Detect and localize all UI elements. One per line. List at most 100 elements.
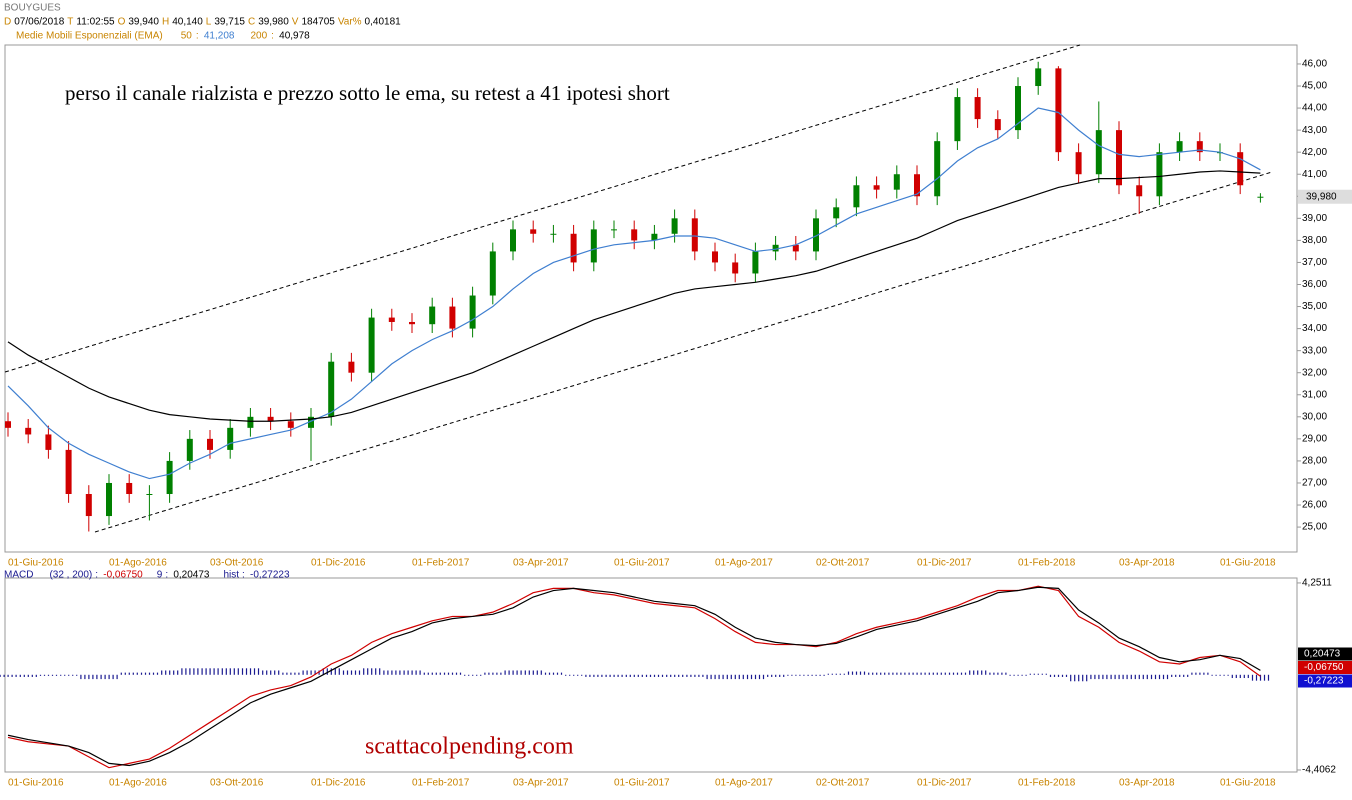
hist-bar [556, 672, 559, 675]
hist-bar [132, 672, 134, 675]
y-tick-label: 25,00 [1302, 522, 1327, 533]
hist-bar [1150, 674, 1153, 680]
hist-bar [1239, 674, 1241, 679]
legend-colon: : [242, 570, 245, 581]
hist-bar [15, 674, 17, 677]
x-tick-label: 01-Dic-2016 [311, 778, 366, 789]
hist-bar [1029, 673, 1031, 675]
hist-bar [839, 673, 841, 675]
hist-bar [484, 672, 486, 675]
hist-bar [969, 670, 971, 675]
hist-bar [76, 674, 78, 676]
hist-bar [641, 674, 643, 677]
hist-bar [399, 670, 401, 675]
hist-bar [1247, 674, 1249, 679]
hist-bar [1086, 674, 1088, 682]
hist-bar [932, 672, 934, 675]
y-tick-label: 34,00 [1302, 323, 1327, 334]
candle-body [772, 244, 779, 252]
hist-bar [403, 670, 405, 675]
hist-bar [920, 672, 922, 675]
hist-bar [1065, 674, 1068, 677]
y-tick-label: 26,00 [1302, 500, 1327, 511]
hist-bar [1090, 674, 1092, 680]
hist-bar [1191, 672, 1193, 675]
label-value: 40,140 [172, 17, 203, 28]
hist-bar [613, 674, 615, 677]
hist-bar [552, 672, 555, 675]
x-tick-label: 01-Feb-2018 [1018, 558, 1076, 569]
hist-bar [225, 668, 227, 675]
hist-bar [1171, 674, 1173, 677]
hist-bar [710, 674, 712, 680]
hist-bar [488, 672, 490, 675]
hist-bar [1211, 674, 1213, 676]
hist-bar [173, 670, 175, 675]
hist-bar [112, 674, 114, 680]
x-tick-label: 01-Giu-2016 [8, 778, 64, 789]
annotation: perso il canale rialzista e prezzo sotto… [65, 81, 670, 105]
hist-bar [476, 674, 478, 676]
hist-bar [64, 674, 66, 676]
hist-bar [936, 672, 938, 675]
candle-body [45, 434, 52, 450]
hist-bar [924, 672, 926, 675]
x-tick-label: 03-Apr-2018 [1119, 558, 1175, 569]
hist-bar [104, 674, 106, 680]
hist-bar [1158, 674, 1161, 680]
hist-bar [532, 670, 534, 675]
hist-bar [459, 672, 462, 675]
last-price: 39,980 [1306, 191, 1337, 202]
y-tick-label: 41,00 [1302, 169, 1327, 180]
y-tick-label: 30,00 [1302, 411, 1327, 422]
hist-bar [314, 670, 316, 675]
hist-bar [771, 674, 773, 677]
hist-bar [819, 674, 821, 676]
candle-body [1035, 68, 1042, 87]
candle-body [691, 218, 698, 252]
hist-bar [544, 672, 547, 675]
hist-bar [617, 674, 619, 677]
x-tick-label: 03-Apr-2017 [513, 778, 569, 789]
candle-body [853, 185, 860, 208]
hist-bar [536, 670, 538, 675]
hist-bar [694, 674, 696, 677]
hist-bar [294, 672, 296, 675]
hist-bar [912, 672, 914, 675]
hist-bar [140, 672, 143, 675]
hist-bar [96, 674, 98, 680]
hist-bar [791, 674, 793, 676]
hist-bar [702, 674, 704, 677]
candle-body [348, 361, 355, 373]
candle-body [85, 494, 92, 517]
symbol: BOUYGUES [4, 3, 61, 14]
x-tick-label: 02-Ott-2017 [816, 778, 870, 789]
hist-bar [0, 674, 1, 677]
label-value: 0,40181 [365, 17, 402, 28]
hist-bar [666, 674, 668, 677]
hist-bar [601, 674, 603, 677]
label-key: D [4, 17, 11, 28]
hist-bar [148, 672, 151, 675]
hist-bar [468, 674, 470, 676]
hist-bar [973, 670, 975, 675]
hist-bar [1227, 674, 1229, 676]
hist-bar [726, 674, 728, 680]
hist-bar [1134, 674, 1136, 680]
hist-bar [823, 674, 825, 676]
y-tick-label: 46,00 [1302, 59, 1327, 70]
hist-bar [451, 672, 454, 675]
hist-bar [767, 674, 769, 677]
hist-bar [391, 670, 393, 675]
hist-bar [7, 674, 9, 677]
hist-bar [375, 668, 377, 675]
line-series [7, 170, 1261, 422]
hist-bar [754, 674, 757, 680]
hist-bar [633, 674, 635, 677]
hist-bar [1041, 673, 1043, 675]
hist-bar [548, 672, 551, 675]
hist-bar [379, 668, 381, 675]
hist-bar [964, 672, 967, 675]
hist-bar [116, 674, 118, 680]
